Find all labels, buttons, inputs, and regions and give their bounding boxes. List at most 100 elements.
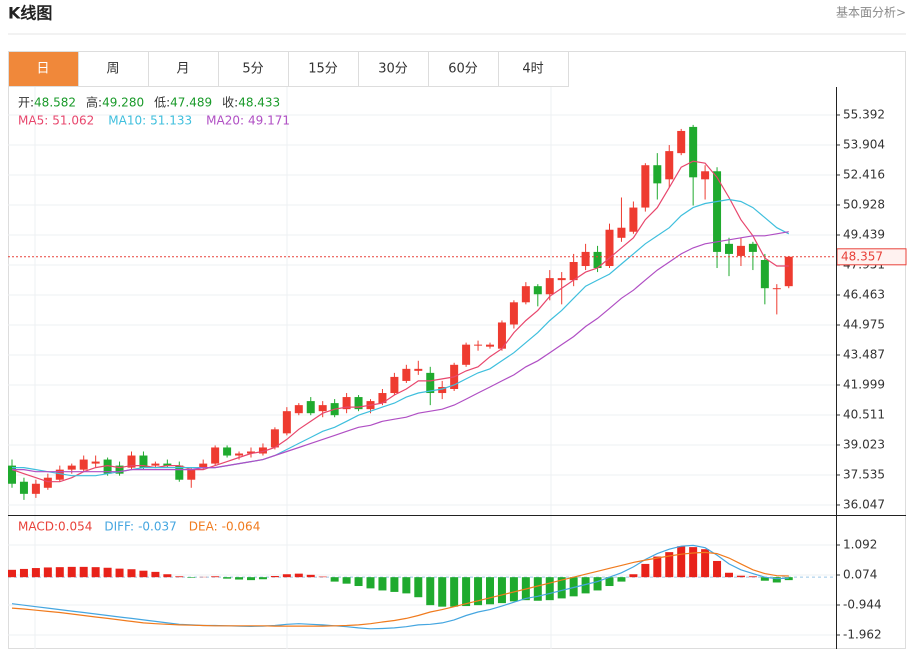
macd-bar xyxy=(127,569,136,578)
tab[interactable] xyxy=(358,51,429,87)
macd-bar xyxy=(55,567,64,578)
macd-bar xyxy=(354,577,363,587)
candle-body xyxy=(509,302,518,325)
candle-body xyxy=(784,256,793,287)
macd-bar xyxy=(235,577,244,580)
y-tick-label: 55.392 xyxy=(843,107,885,121)
macd-bar xyxy=(378,577,387,591)
legend-text: 51.062 xyxy=(52,114,94,128)
legend-text: MACD: xyxy=(18,520,58,534)
candle-body xyxy=(342,397,351,410)
candle-body xyxy=(725,243,733,254)
legend-text: 49.280 xyxy=(102,96,144,110)
candle-body xyxy=(43,477,52,488)
macd-bar xyxy=(629,574,638,578)
tab-label[interactable]: 日 xyxy=(36,62,49,77)
macd-bar xyxy=(294,573,303,578)
candle-body xyxy=(31,483,40,494)
macd-bar xyxy=(677,546,686,578)
candle-body xyxy=(760,259,769,289)
candle-body xyxy=(701,171,710,180)
legend-text: 高: xyxy=(86,95,102,110)
candle-body xyxy=(270,429,279,448)
macd-bar xyxy=(593,577,602,591)
legend-text: MA5: xyxy=(18,114,48,128)
candle-body xyxy=(605,229,614,267)
candle-body xyxy=(641,165,650,208)
candle-body xyxy=(689,126,698,178)
ma-line xyxy=(12,198,790,477)
legend-text: -0.064 xyxy=(222,520,261,534)
tab[interactable] xyxy=(78,51,149,87)
candle-body xyxy=(665,151,674,180)
candle-body xyxy=(748,243,757,252)
candle-body xyxy=(235,453,244,456)
candle-body xyxy=(378,393,387,404)
candle-body xyxy=(187,469,196,480)
candle-body xyxy=(55,469,64,480)
candle-body xyxy=(414,368,423,371)
macd-bar xyxy=(91,567,100,578)
tab-label[interactable]: 30分 xyxy=(378,62,408,77)
macd-line xyxy=(11,544,789,630)
candle-body xyxy=(772,288,781,290)
candle-body xyxy=(653,165,662,184)
candle-body xyxy=(199,463,208,468)
candle-body xyxy=(402,368,411,381)
ma-line xyxy=(11,160,789,483)
tab-label[interactable]: 15分 xyxy=(308,62,338,77)
candle-body xyxy=(629,207,638,232)
fundamental-link[interactable]: 基本面分析> xyxy=(836,6,906,20)
candle-body xyxy=(175,465,184,480)
macd-bar xyxy=(569,577,578,597)
macd-bar xyxy=(760,577,769,581)
tab[interactable] xyxy=(498,51,569,87)
candle-body xyxy=(103,459,112,474)
macd-bar xyxy=(713,560,722,578)
candle-body xyxy=(91,461,100,464)
chart-frame xyxy=(8,51,906,649)
candle-body xyxy=(19,481,28,494)
tab-label[interactable]: 周 xyxy=(106,62,119,77)
page-title: K线图 xyxy=(8,4,52,23)
candle-body xyxy=(474,344,483,346)
candle-body xyxy=(426,372,435,394)
y-tick-label: 36.047 xyxy=(843,497,885,511)
tab-label[interactable]: 60分 xyxy=(448,62,478,77)
macd-bar xyxy=(211,576,220,578)
candle-body xyxy=(115,465,124,474)
y-tick-label: 0.074 xyxy=(843,567,877,581)
macd-bar xyxy=(270,576,279,578)
candle-body xyxy=(569,261,578,281)
macd-bar xyxy=(318,576,327,578)
macd-bar xyxy=(581,577,590,594)
macd-bar xyxy=(67,566,76,578)
tab-label[interactable]: 5分 xyxy=(242,62,263,77)
macd-bar xyxy=(426,577,435,606)
macd-bar xyxy=(462,577,471,607)
macd-bar xyxy=(31,568,40,578)
legend-text: 47.489 xyxy=(170,96,212,110)
candle-body xyxy=(223,447,232,456)
macd-bar xyxy=(701,549,710,578)
tab-label[interactable]: 月 xyxy=(176,62,189,77)
macd-bar xyxy=(8,569,16,578)
y-tick-label: 43.487 xyxy=(843,347,885,361)
candle-body xyxy=(533,286,542,295)
macd-bar xyxy=(402,577,411,594)
macd-bar xyxy=(641,563,650,578)
macd-bar xyxy=(163,574,172,578)
candle-body xyxy=(247,451,255,454)
candle-body xyxy=(294,405,303,414)
macd-bar xyxy=(247,577,255,581)
candle-body xyxy=(521,286,530,303)
candle-body xyxy=(139,455,148,468)
candle-body xyxy=(617,227,626,238)
candle-body xyxy=(557,278,566,281)
candle-body xyxy=(8,465,16,484)
tab-label[interactable]: 4时 xyxy=(522,62,543,77)
candle-body xyxy=(677,130,686,154)
tab[interactable] xyxy=(148,51,219,87)
legend-text: DEA: xyxy=(189,520,218,534)
macd-bar xyxy=(414,577,423,598)
